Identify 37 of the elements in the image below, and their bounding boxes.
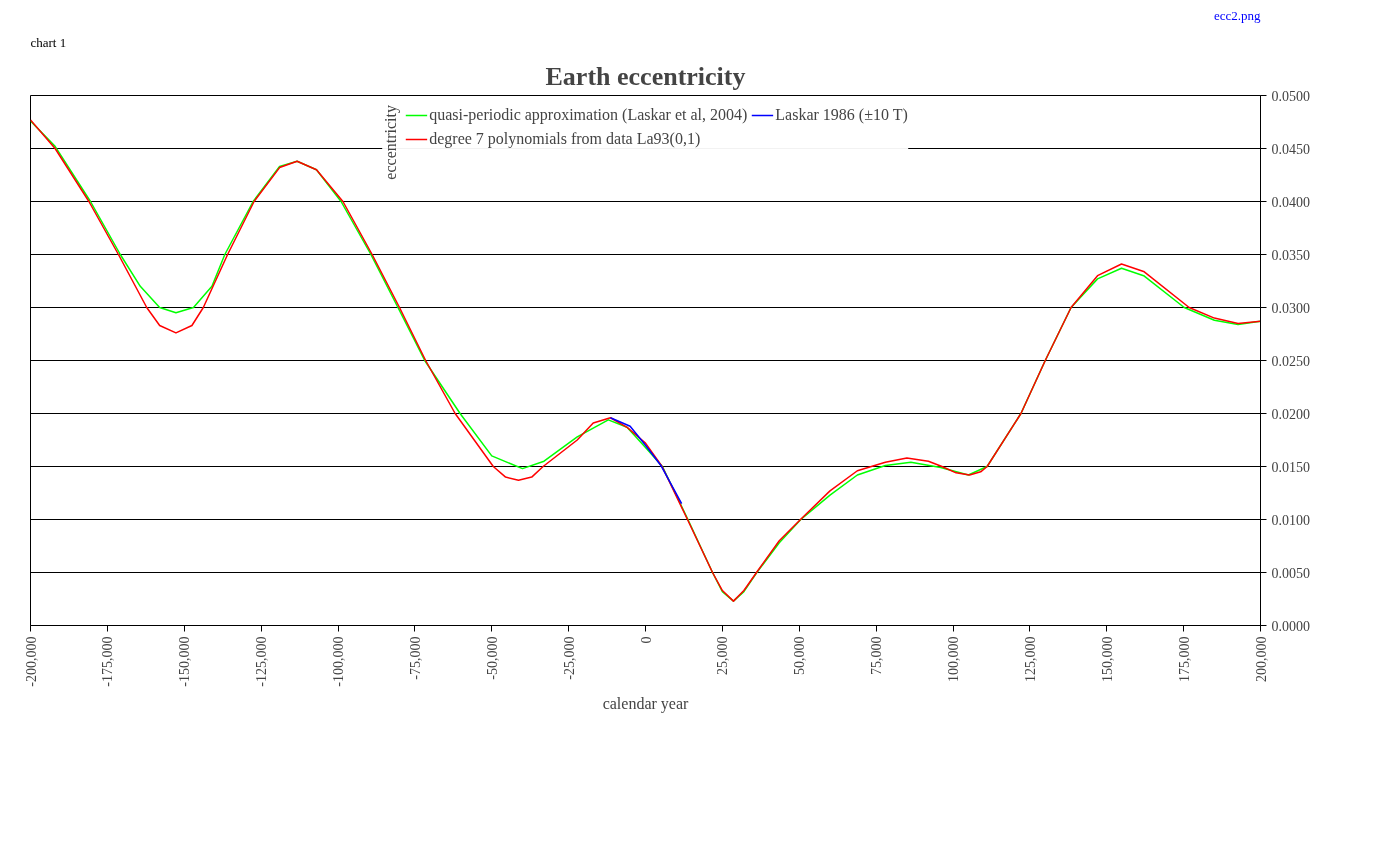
y-tick-label: 0.0300 (1271, 300, 1310, 316)
y-tick-label: 0.0200 (1271, 406, 1310, 422)
x-tick-label: -75,000 (407, 636, 423, 680)
x-tick-label: -50,000 (484, 636, 500, 680)
x-tick-label: 125,000 (1022, 636, 1038, 682)
y-tick-label: 0.0150 (1271, 459, 1310, 475)
x-tick-label: -150,000 (177, 636, 193, 687)
legend-title: eccentricity (382, 105, 401, 180)
x-tick-label: 200,000 (1253, 636, 1269, 682)
line-series (609, 416, 683, 505)
y-tick-label: 0.0000 (1271, 618, 1310, 634)
x-axis-title: calendar year (602, 694, 690, 713)
caption: chart 1 (30, 34, 67, 50)
x-tick-label: 0 (638, 636, 654, 644)
legend-label: quasi-periodic approximation (Laskar et al, 2004) (429, 106, 748, 124)
x-tick-label: 175,000 (1176, 636, 1192, 682)
chart-title: Earth eccentricity (545, 61, 746, 91)
y-tick-label: 0.0100 (1271, 512, 1310, 528)
x-tick-label: -25,000 (561, 636, 577, 680)
x-tick-label: -200,000 (23, 636, 39, 687)
y-tick-label: 0.0400 (1271, 194, 1310, 210)
x-tick-label: -100,000 (331, 636, 346, 687)
text: ecc2.png (1213, 7, 1261, 23)
legend-label: degree 7 polynomials from data La93(0,1) (429, 130, 701, 148)
x-tick-label: 100,000 (946, 636, 961, 682)
x-tick-label: -125,000 (254, 636, 270, 687)
y-tick-label: 0.0500 (1271, 88, 1310, 104)
y-tick-label: 0.0250 (1271, 353, 1310, 369)
x-tick-label: 25,000 (715, 636, 731, 675)
x-tick-label: 150,000 (1099, 636, 1115, 682)
x-tick-label: -175,000 (100, 636, 116, 687)
y-tick-label: 0.0350 (1271, 247, 1310, 263)
y-tick-label: 0.0050 (1271, 565, 1310, 581)
x-tick-label: 75,000 (869, 636, 885, 675)
legend-label: Laskar 1986 (±10 T) (775, 106, 908, 124)
x-tick-label: 50,000 (792, 636, 808, 675)
y-tick-label: 0.0450 (1271, 141, 1310, 157)
